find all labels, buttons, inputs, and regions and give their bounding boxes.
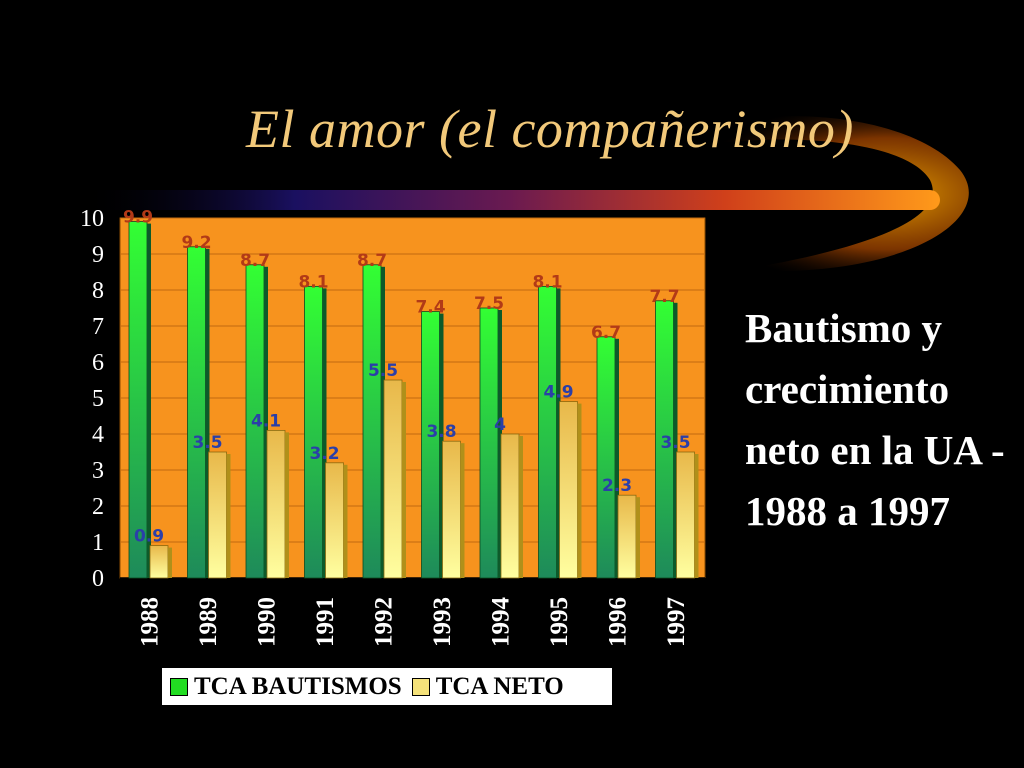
bar-neto-shadow bbox=[226, 454, 231, 578]
bar-neto bbox=[325, 462, 344, 579]
bar-neto-shadow bbox=[285, 432, 289, 578]
bar-bautismos-shadow bbox=[498, 310, 502, 578]
bar-bautismos bbox=[596, 336, 616, 579]
bar-bautismos-shadow bbox=[556, 288, 561, 578]
slide-title: El amor (el compañerismo) bbox=[246, 99, 854, 159]
value-label-bautismos: 7.4 bbox=[415, 298, 445, 318]
bar-neto-shadow bbox=[460, 443, 465, 578]
bar-bautismos bbox=[479, 307, 499, 579]
x-tick-label: 1991 bbox=[312, 597, 339, 647]
x-tick-label: 1995 bbox=[546, 597, 573, 647]
value-label-neto: 3.5 bbox=[192, 433, 222, 453]
x-tick-label: 1990 bbox=[253, 597, 280, 647]
bar-bautismos bbox=[304, 285, 323, 579]
bar-bautismos-shadow bbox=[439, 313, 444, 578]
y-tick-label: 6 bbox=[92, 350, 104, 376]
bar-bautismos-shadow bbox=[264, 266, 268, 578]
value-label-bautismos: 9.9 bbox=[123, 208, 153, 228]
bar-neto-shadow bbox=[694, 454, 699, 578]
legend-swatch-bautismos bbox=[170, 677, 188, 696]
bar-neto-shadow bbox=[577, 403, 582, 578]
bar-neto-shadow bbox=[343, 464, 348, 578]
bar-neto-shadow bbox=[402, 382, 406, 578]
bar-neto-shadow bbox=[168, 547, 172, 578]
bar-neto bbox=[676, 451, 695, 579]
y-tick-label: 1 bbox=[92, 530, 104, 556]
y-axis-labels: 0 1 2 3 4 5 6 7 8 9 10 bbox=[80, 206, 104, 592]
bar-neto-shadow bbox=[636, 497, 640, 578]
x-tick-label: 1988 bbox=[136, 597, 163, 647]
bar-neto bbox=[617, 494, 637, 579]
bar-bautismos bbox=[128, 221, 148, 579]
x-axis-labels: 1988 1989 1990 1991 1992 1993 1994 1995 1996 1997 bbox=[136, 597, 690, 648]
y-tick-label: 8 bbox=[92, 278, 104, 304]
legend: TCA BAUTISMOS TCA NETO bbox=[160, 666, 614, 707]
value-label-neto: 2.3 bbox=[602, 476, 632, 496]
x-tick-label: 1992 bbox=[370, 597, 397, 647]
y-tick-label: 3 bbox=[92, 458, 104, 484]
bar-bautismos bbox=[187, 246, 206, 579]
value-label-bautismos: 7.5 bbox=[474, 294, 504, 314]
x-tick-label: 1989 bbox=[195, 597, 222, 647]
bar-bautismos bbox=[362, 264, 382, 579]
x-tick-label: 1996 bbox=[604, 597, 631, 647]
bar-neto bbox=[208, 451, 227, 579]
side-caption: Bautismo y crecimiento neto en la UA - 1… bbox=[745, 305, 1005, 534]
value-label-neto: 4 bbox=[494, 415, 506, 435]
value-label-neto: 4.1 bbox=[251, 411, 281, 431]
bar-bautismos-shadow bbox=[205, 248, 210, 579]
bar-neto-shadow bbox=[519, 436, 523, 578]
bar-neto bbox=[500, 433, 520, 579]
x-tick-label: 1997 bbox=[663, 597, 690, 647]
y-tick-label: 0 bbox=[92, 566, 104, 592]
legend-item-bautismos: TCA BAUTISMOS bbox=[170, 673, 402, 701]
bar-neto bbox=[266, 429, 286, 579]
y-tick-label: 2 bbox=[92, 494, 104, 520]
x-tick-label: 1993 bbox=[429, 597, 456, 647]
legend-item-neto: TCA NETO bbox=[411, 672, 564, 701]
value-labels: 9.9 0.9 9.2 3.5 8.7 4.1 8.1 3.2 8.7 5.5 7.4 3.8 7.5 4… bbox=[123, 208, 691, 547]
value-label-bautismos: 7.7 bbox=[649, 287, 679, 307]
value-label-neto: 3.2 bbox=[309, 444, 339, 464]
x-tick-label: 1994 bbox=[487, 597, 514, 648]
value-label-bautismos: 8.1 bbox=[298, 272, 328, 292]
y-tick-label: 5 bbox=[92, 386, 104, 412]
y-tick-label: 10 bbox=[80, 206, 104, 232]
y-tick-label: 7 bbox=[92, 314, 104, 340]
legend-label-neto: TCA NETO bbox=[435, 672, 564, 700]
bar-bautismos bbox=[538, 285, 557, 579]
value-label-bautismos: 6.7 bbox=[591, 323, 621, 343]
bar-bautismos-shadow bbox=[615, 338, 619, 578]
value-label-neto: 3.8 bbox=[426, 422, 456, 442]
y-tick-label: 4 bbox=[92, 422, 104, 448]
bar-bautismos bbox=[421, 311, 440, 579]
bar-bautismos-shadow bbox=[381, 266, 385, 578]
legend-swatch-neto bbox=[411, 677, 430, 696]
value-label-bautismos: 9.2 bbox=[181, 233, 211, 253]
legend-label-bautismos: TCA BAUTISMOS bbox=[194, 672, 402, 700]
y-tick-label: 9 bbox=[92, 242, 104, 268]
value-label-bautismos: 8.7 bbox=[357, 251, 387, 271]
value-label-bautismos: 8.1 bbox=[532, 272, 562, 292]
value-label-neto: 3.5 bbox=[660, 433, 690, 453]
value-label-neto: 0.9 bbox=[134, 527, 164, 547]
bar-neto bbox=[149, 545, 169, 579]
bar-neto bbox=[559, 401, 578, 579]
value-label-neto: 5.5 bbox=[368, 361, 398, 381]
bar-bautismos-shadow bbox=[673, 302, 678, 578]
bar-bautismos-shadow bbox=[322, 288, 327, 578]
bar-bautismos-shadow bbox=[147, 223, 151, 578]
bar-neto bbox=[383, 379, 403, 579]
bar-neto bbox=[442, 440, 461, 579]
value-label-neto: 4.9 bbox=[543, 383, 573, 403]
value-label-bautismos: 8.7 bbox=[240, 251, 270, 271]
bars bbox=[128, 221, 706, 584]
